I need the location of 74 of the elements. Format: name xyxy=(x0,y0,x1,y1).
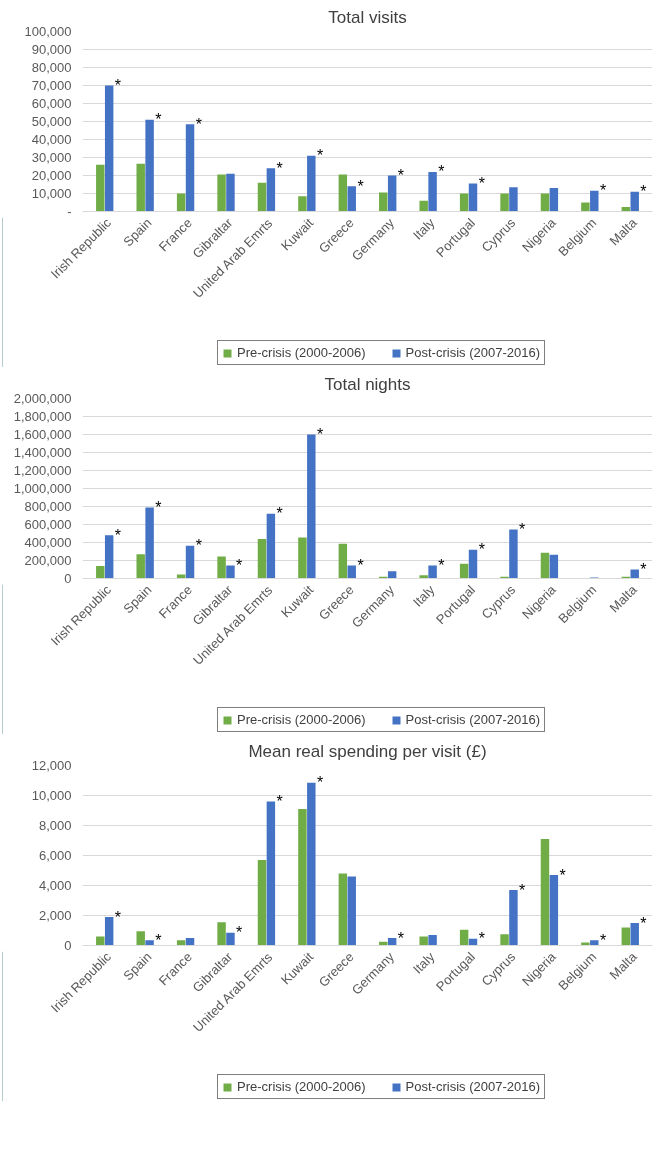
annotation: * xyxy=(640,561,647,578)
y-tick-label: 50,000 xyxy=(31,114,72,129)
y-tick-label: 20,000 xyxy=(31,168,72,183)
annotation: * xyxy=(114,77,122,94)
annotation: * xyxy=(559,866,566,884)
annotation: * xyxy=(599,182,607,200)
y-tick-label: 30,000 xyxy=(31,150,72,165)
y-tick-label: 60,000 xyxy=(31,96,72,111)
annotation: * xyxy=(357,556,364,574)
y-tick-label: 1,200,000 xyxy=(13,463,72,478)
legend-label: Pre-crisis (2000-2006) xyxy=(237,345,366,360)
annotation: * xyxy=(357,177,364,195)
annotation: * xyxy=(397,929,405,947)
y-tick-label: 40,000 xyxy=(31,132,72,147)
annotation: * xyxy=(640,183,647,201)
annotation: * xyxy=(316,147,324,165)
y-tick-label: 0 xyxy=(64,571,72,586)
legend-label: Post-crisis (2007-2016) xyxy=(405,345,540,360)
y-tick-label: 10,000 xyxy=(31,186,72,201)
y-tick-label: 80,000 xyxy=(31,60,72,75)
annotation: * xyxy=(519,520,526,538)
y-tick-label: 400,000 xyxy=(24,535,72,550)
annotation: * xyxy=(276,793,283,810)
x-tick-label: Italy xyxy=(410,948,438,977)
y-tick-label: 2,000 xyxy=(38,908,72,923)
annotation: * xyxy=(478,930,485,948)
annotation: * xyxy=(276,159,283,177)
annotation: * xyxy=(438,556,445,574)
y-tick-label: 1,400,000 xyxy=(13,445,72,460)
annotation: * xyxy=(478,175,485,193)
x-tick-label: Italy xyxy=(410,581,438,610)
y-tick-label: 8,000 xyxy=(38,818,72,833)
y-tick-label: 4,000 xyxy=(38,878,72,893)
annotation: * xyxy=(155,931,162,949)
chart-title: Total visits xyxy=(328,7,407,27)
y-tick-label: 1,000,000 xyxy=(13,481,72,496)
chart-title: Mean real spending per visit (£) xyxy=(248,741,487,761)
y-tick-label: 600,000 xyxy=(24,517,72,532)
annotation: * xyxy=(519,881,526,899)
legend-label: Post-crisis (2007-2016) xyxy=(405,712,540,727)
annotation: * xyxy=(155,498,162,516)
chart-title: Total nights xyxy=(324,374,411,394)
annotation: * xyxy=(236,556,243,574)
y-tick-label: 1,600,000 xyxy=(13,427,72,442)
x-tick-label: Italy xyxy=(410,214,438,243)
y-tick-label: 0 xyxy=(64,938,72,953)
y-tick-label: 90,000 xyxy=(31,42,72,57)
annotation: * xyxy=(236,924,243,942)
annotation: * xyxy=(195,115,202,133)
y-tick-label: 200,000 xyxy=(24,553,72,568)
y-tick-label: 12,000 xyxy=(31,758,72,773)
y-tick-label: 10,000 xyxy=(31,788,72,803)
annotation: * xyxy=(114,908,122,926)
y-tick-label: - xyxy=(67,204,72,219)
annotation: * xyxy=(438,163,445,181)
legend-label: Pre-crisis (2000-2006) xyxy=(237,712,366,727)
annotation: * xyxy=(316,774,324,792)
y-tick-label: 2,000,000 xyxy=(13,391,72,406)
annotation: * xyxy=(195,537,202,555)
annotation: * xyxy=(276,505,283,523)
y-tick-label: 6,000 xyxy=(38,848,72,863)
annotation: * xyxy=(640,914,647,932)
legend-label: Pre-crisis (2000-2006) xyxy=(237,1079,366,1094)
annotation: * xyxy=(397,167,405,184)
y-tick-label: 800,000 xyxy=(24,499,72,514)
annotation: * xyxy=(155,111,162,129)
y-tick-label: 1,800,000 xyxy=(13,409,72,424)
annotation: * xyxy=(478,541,485,559)
y-tick-label: 100,000 xyxy=(24,24,72,39)
y-tick-label: 70,000 xyxy=(31,78,72,93)
legend-label: Post-crisis (2007-2016) xyxy=(405,1079,540,1094)
annotation: * xyxy=(114,526,122,544)
annotation: * xyxy=(599,931,607,949)
annotation: * xyxy=(316,426,324,443)
